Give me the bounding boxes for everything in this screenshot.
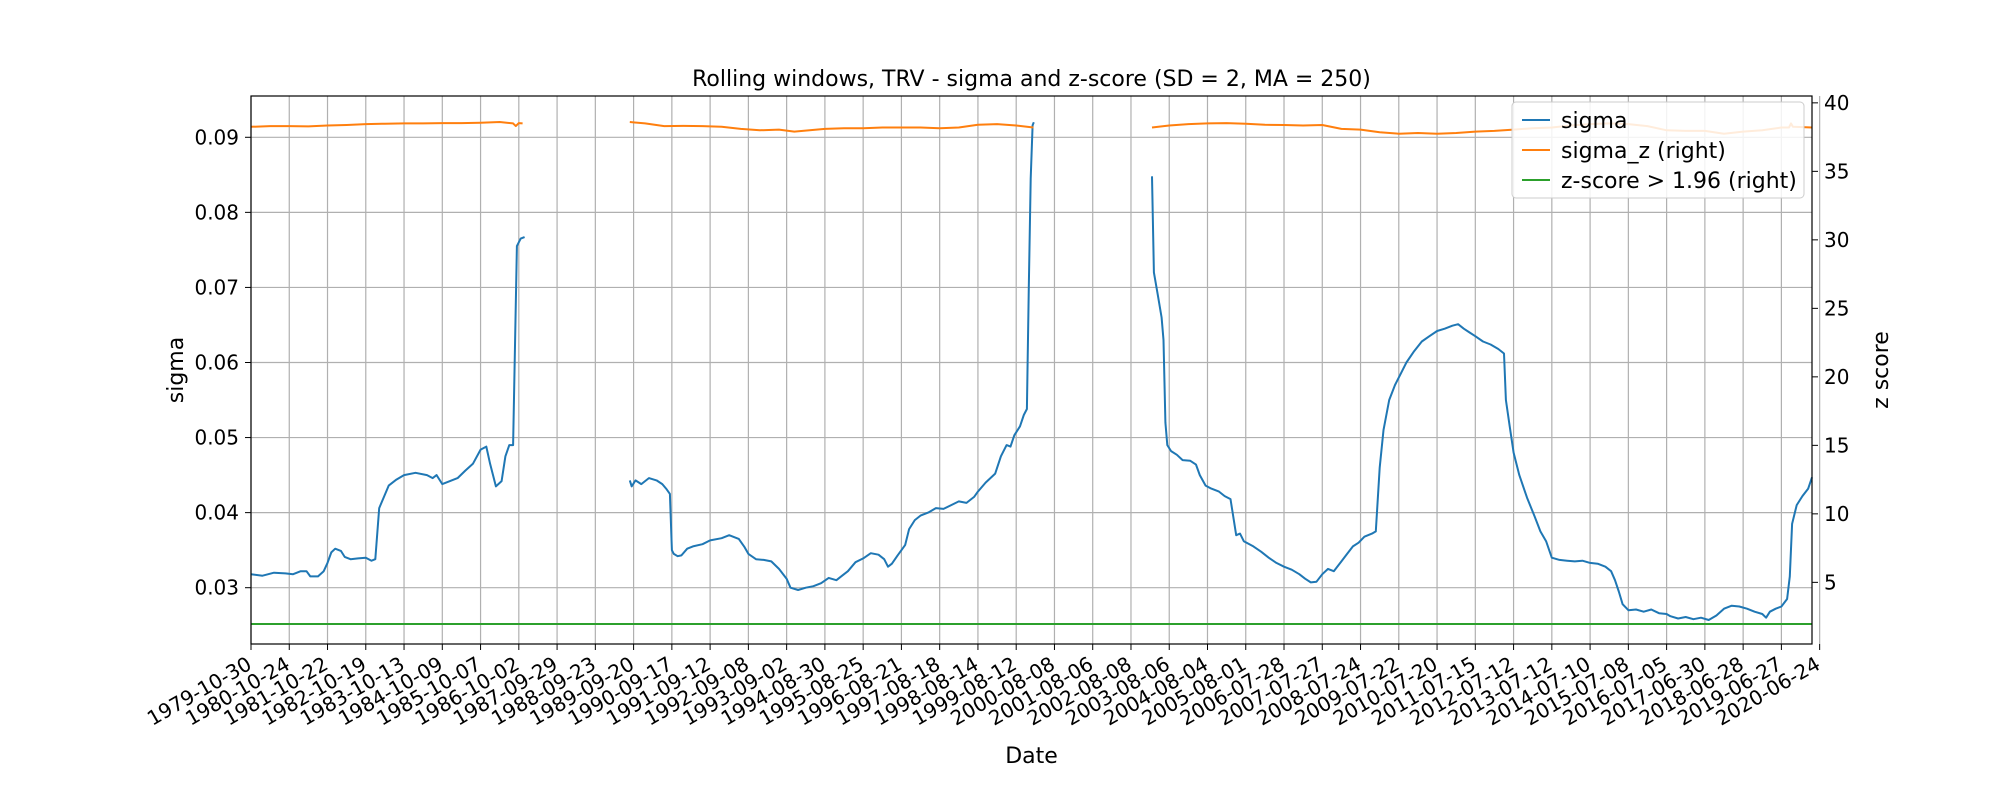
x-axis-label: Date bbox=[1005, 744, 1058, 769]
y-tick-label: 0.06 bbox=[194, 350, 239, 374]
y-axis-label: sigma bbox=[164, 337, 189, 403]
legend-box bbox=[1511, 101, 1805, 199]
sigma-z-line bbox=[250, 121, 523, 128]
chart-title: Rolling windows, TRV - sigma and z-score… bbox=[692, 67, 1371, 92]
legend-label: z-score > 1.96 (right) bbox=[1561, 169, 1797, 194]
y-tick-label: 0.04 bbox=[194, 501, 239, 525]
legend-label: sigma_z (right) bbox=[1561, 139, 1726, 164]
grid-layer bbox=[250, 96, 1821, 644]
sigma-line bbox=[628, 121, 1035, 591]
y-tick-label: 0.08 bbox=[194, 200, 239, 224]
y2-tick-label: 10 bbox=[1824, 502, 1849, 526]
y2-tick-label: 35 bbox=[1824, 159, 1849, 183]
y2-tick-label: 5 bbox=[1824, 570, 1837, 594]
y2-tick-label: 30 bbox=[1824, 228, 1849, 252]
y2-tick-label: 40 bbox=[1824, 91, 1849, 115]
sigma-z-line bbox=[629, 121, 1034, 133]
y2-tick-label: 15 bbox=[1824, 433, 1849, 457]
legend-label: sigma bbox=[1561, 109, 1627, 134]
legend: sigma sigma_z (right) z-score > 1.96 (righ… bbox=[1511, 101, 1805, 199]
y-tick-label: 0.05 bbox=[194, 426, 239, 450]
y2-tick-label: 20 bbox=[1824, 365, 1849, 389]
axes-layer: 1979-10-301980-10-241981-10-221982-10-19… bbox=[143, 91, 1850, 731]
sigma-line bbox=[250, 236, 525, 578]
y-tick-label: 0.03 bbox=[194, 576, 239, 600]
sigma-line bbox=[1151, 176, 1813, 621]
y-tick-label: 0.07 bbox=[194, 275, 239, 299]
plot-frame bbox=[250, 95, 1813, 645]
y2-axis-label: z score bbox=[1869, 331, 1894, 409]
y2-tick-label: 25 bbox=[1824, 296, 1849, 320]
y-tick-label: 0.09 bbox=[194, 125, 239, 149]
series-layer bbox=[250, 121, 1813, 625]
